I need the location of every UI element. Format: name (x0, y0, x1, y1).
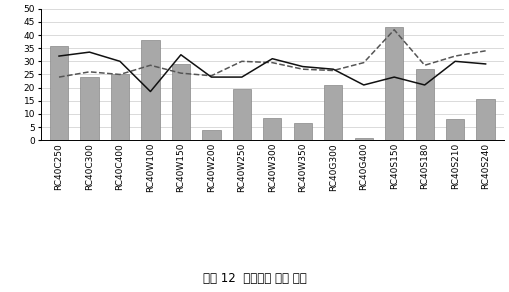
Bar (172, 64, 190, 140)
Bar (324, 85, 343, 140)
Bar (476, 99, 495, 140)
Bar (142, 40, 159, 140)
Bar (233, 89, 251, 140)
Bar (446, 119, 464, 140)
Bar (202, 130, 220, 140)
Text: 그림 12  압축강도 추정 결과: 그림 12 압축강도 추정 결과 (203, 272, 306, 285)
Bar (80, 77, 99, 140)
Bar (111, 74, 129, 140)
Bar (50, 46, 68, 140)
Bar (294, 123, 312, 140)
Bar (263, 118, 281, 140)
Bar (415, 69, 434, 140)
Bar (385, 27, 403, 140)
Bar (355, 138, 373, 140)
